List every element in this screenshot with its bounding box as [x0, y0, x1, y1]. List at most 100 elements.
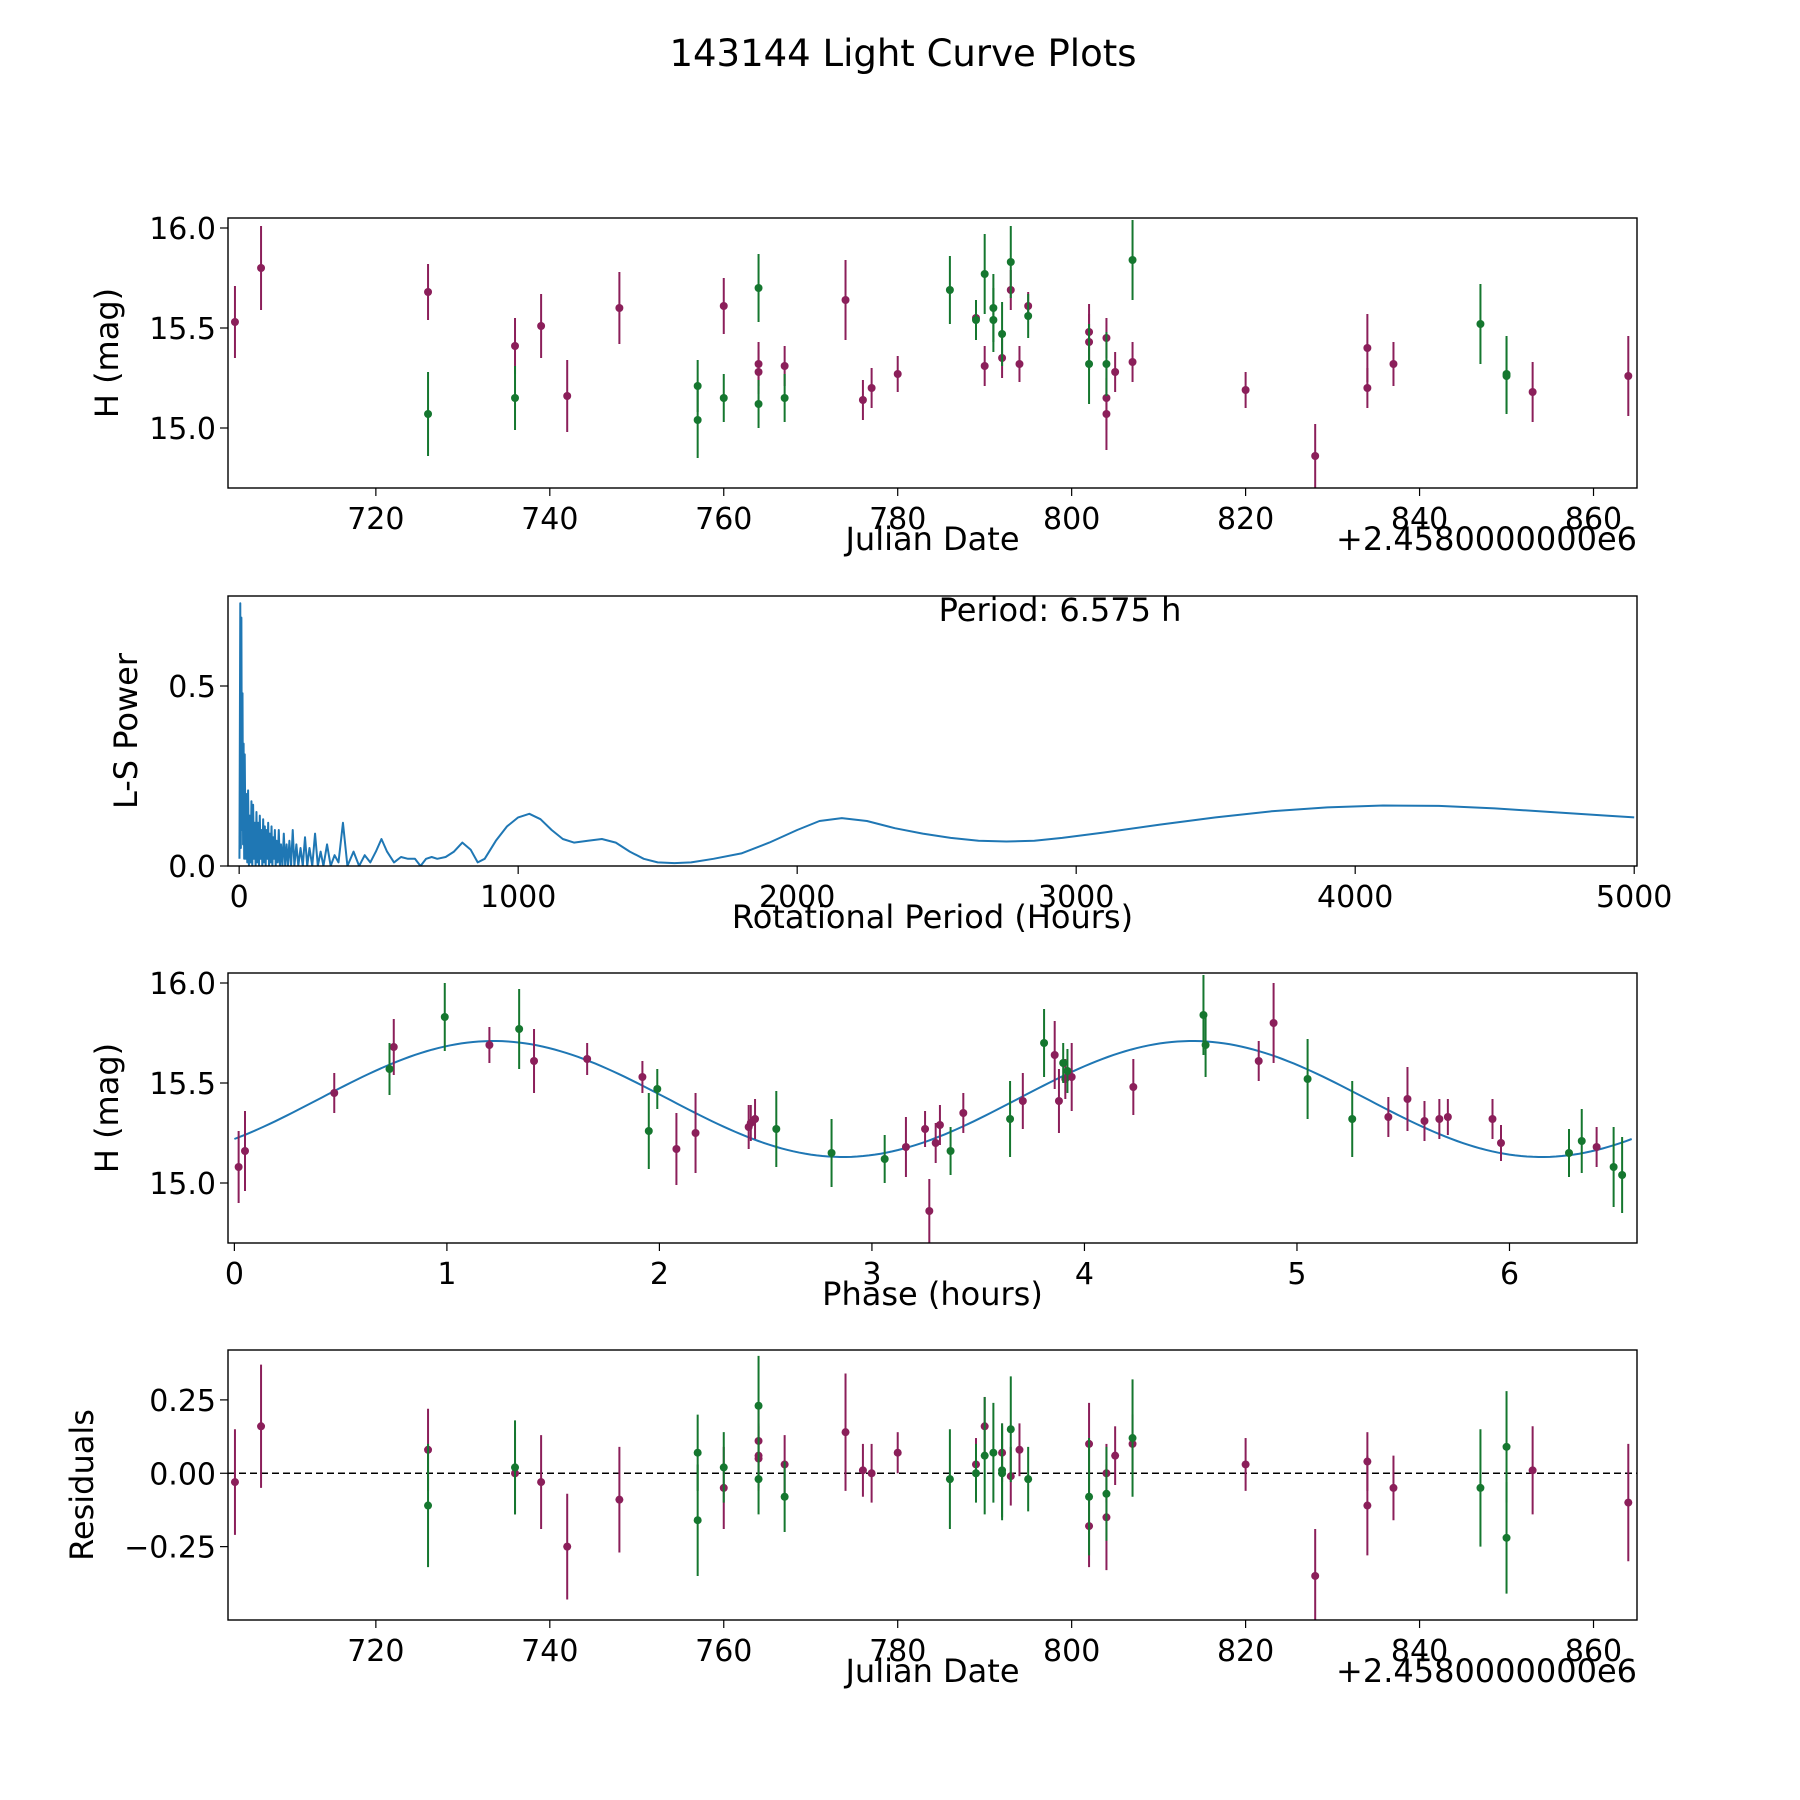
data-point-filter_b	[1006, 226, 1015, 298]
marker	[693, 416, 702, 424]
marker	[772, 1125, 781, 1133]
marker	[1040, 1039, 1049, 1047]
marker	[563, 392, 572, 400]
data-point-filter_a	[1067, 1043, 1076, 1111]
data-point-filter_a	[511, 318, 520, 374]
x-axis-label: Phase (hours)	[822, 1275, 1043, 1313]
marker	[644, 1127, 653, 1135]
data-point-filter_b	[1577, 1109, 1586, 1173]
plot-area-lightcurve	[230, 220, 1633, 488]
data-point-filter_b	[1564, 1129, 1573, 1177]
marker	[1024, 312, 1033, 320]
marker	[1102, 360, 1111, 368]
marker	[867, 384, 876, 392]
data-point-filter_a	[257, 226, 266, 310]
data-point-filter_b	[653, 1069, 662, 1109]
x-tick-label: 800	[1043, 1634, 1100, 1669]
marker	[1241, 1460, 1250, 1469]
y-axis-label: L-S Power	[107, 652, 145, 809]
marker	[583, 1055, 592, 1063]
data-point-filter_a	[230, 1429, 239, 1535]
data-point-filter_b	[980, 234, 989, 314]
marker	[693, 1448, 702, 1457]
marker	[746, 1119, 755, 1127]
data-point-filter_a	[1018, 1073, 1027, 1129]
marker	[780, 362, 789, 370]
x-tick-label: 860	[1565, 502, 1622, 537]
chart-periodogram: 0 1000 2000 3000 4000 5000 0.0 0.5 Rotational Pe…	[107, 591, 1672, 936]
marker	[1609, 1163, 1618, 1171]
marker	[515, 1025, 524, 1033]
data-point-filter_b	[515, 989, 524, 1069]
data-point-filter_a	[1015, 1423, 1024, 1477]
marker	[693, 1516, 702, 1525]
data-point-filter_b	[971, 1443, 980, 1503]
marker	[1054, 1097, 1063, 1105]
x-tick-label: 760	[695, 1634, 752, 1669]
chart-phased: 0 1 2 3 4 5 6 15.0 15.5 16.0 Phase (hours) H (mag)	[88, 967, 1638, 1313]
marker	[1254, 1057, 1263, 1065]
x-tick-label: 2	[650, 1257, 669, 1292]
data-point-filter_a	[841, 260, 850, 340]
marker	[691, 1129, 700, 1137]
marker	[1443, 1113, 1452, 1121]
data-point-filter_b	[1024, 1446, 1033, 1512]
marker	[1476, 320, 1485, 328]
marker	[1592, 1143, 1601, 1151]
marker	[931, 1139, 940, 1147]
x-tick-label: 5000	[1596, 880, 1672, 915]
marker	[1363, 1501, 1372, 1510]
marker	[1528, 388, 1537, 396]
data-point-filter_a	[867, 368, 876, 408]
data-point-filter_b	[644, 1093, 653, 1169]
marker	[827, 1149, 836, 1157]
marker	[1085, 1492, 1094, 1501]
x-tick-label: 2000	[759, 880, 835, 915]
y-axis-label: H (mag)	[88, 1043, 126, 1173]
data-point-filter_b	[1085, 1438, 1094, 1556]
data-point-filter_b	[693, 1464, 702, 1576]
marker	[511, 394, 520, 402]
y-tick-label: 15.5	[149, 1067, 216, 1102]
y-tick-label: 15.0	[149, 412, 216, 447]
x-tick-label: 820	[1217, 1634, 1274, 1669]
marker	[1015, 360, 1024, 368]
marker	[1420, 1117, 1429, 1125]
marker	[1502, 1533, 1511, 1542]
x-tick-label: 3	[862, 1257, 881, 1292]
data-point-filter_a	[1389, 342, 1398, 386]
x-tick-label: 720	[347, 502, 404, 537]
data-point-filter_a	[1129, 1059, 1138, 1115]
marker	[1241, 386, 1250, 394]
marker	[537, 1478, 546, 1487]
data-point-filter_a	[230, 286, 239, 358]
data-point-filter_b	[989, 288, 998, 352]
data-point-filter_b	[1085, 324, 1094, 404]
data-point-filter_a	[1269, 983, 1278, 1063]
data-point-filter_b	[754, 1355, 763, 1456]
data-point-filter_a	[1496, 1125, 1505, 1161]
data-point-filter_a	[615, 272, 624, 344]
data-point-filter_a	[389, 1019, 398, 1075]
marker	[1488, 1115, 1497, 1123]
marker	[971, 1469, 980, 1478]
marker	[980, 1451, 989, 1460]
data-point-filter_a	[485, 1027, 494, 1063]
data-point-filter_a	[1311, 1529, 1320, 1620]
data-point-filter_b	[693, 382, 702, 458]
data-point-filter_a	[672, 1113, 681, 1185]
marker	[1018, 1097, 1027, 1105]
marker	[563, 1542, 572, 1551]
marker	[841, 1428, 850, 1437]
data-point-filter_a	[1241, 372, 1250, 408]
data-point-filter_a	[1363, 1455, 1372, 1556]
x-tick-label: 840	[1391, 502, 1448, 537]
marker	[1063, 1067, 1072, 1075]
marker	[935, 1121, 944, 1129]
y-tick-label: 15.5	[149, 312, 216, 347]
x-tick-label: 4	[1075, 1257, 1094, 1292]
marker	[780, 394, 789, 402]
marker	[1624, 372, 1633, 380]
data-point-filter_b	[1502, 1482, 1511, 1594]
marker	[1006, 1115, 1015, 1123]
